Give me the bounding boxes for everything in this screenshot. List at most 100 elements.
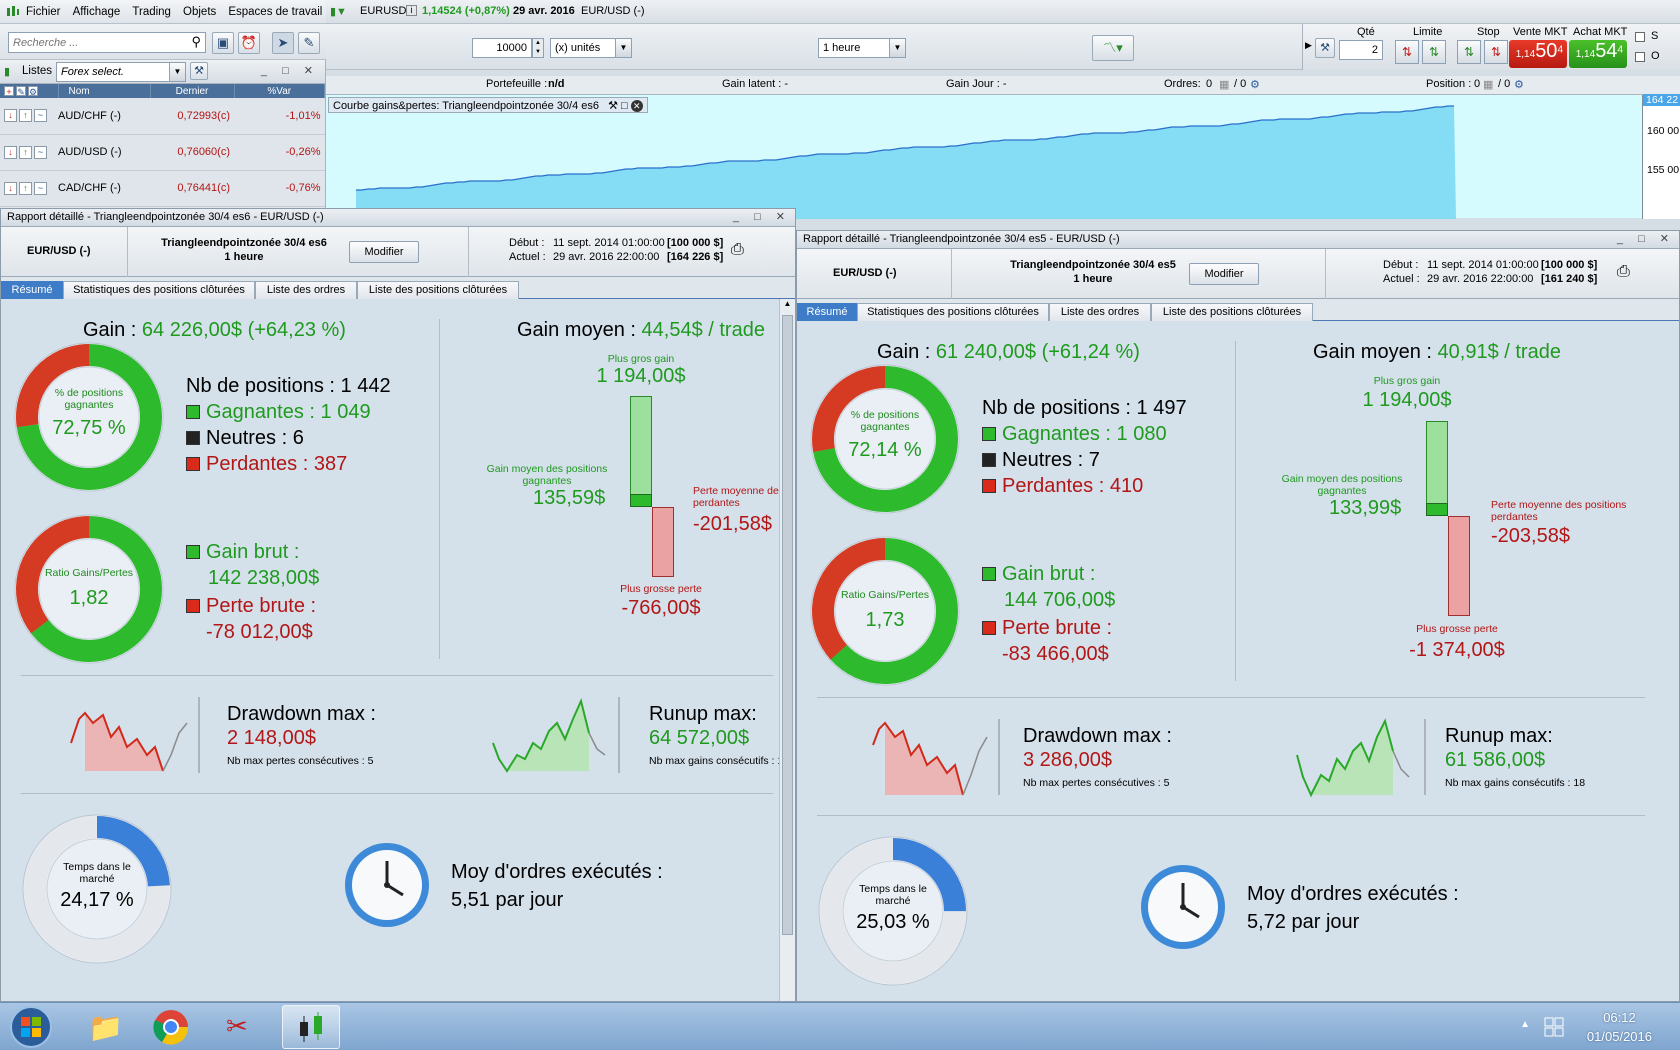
ordres-settings-icon[interactable]: ⚙ [1250, 79, 1260, 91]
neutres-value: Neutres : 6 [206, 427, 304, 449]
sell-icon[interactable]: ↓ [4, 109, 17, 123]
tab-liste-ordres[interactable]: Liste des ordres [1049, 303, 1151, 321]
ruler-tool-icon[interactable]: ✎ [298, 32, 320, 54]
sell-icon[interactable]: ↓ [4, 181, 17, 195]
table-row[interactable]: ↓ ↑ ~ CAD/CHF (-) 0,76441(c) -0,76% [0, 170, 325, 207]
window-controls[interactable]: _ □ ✕ [260, 65, 319, 77]
chart-icon[interactable]: ~ [34, 181, 47, 195]
timeframe-select[interactable]: 1 heure ▼ [818, 38, 906, 58]
sell-mkt-button[interactable]: 1,14504 [1509, 40, 1567, 68]
quantity-input[interactable]: 10000 [472, 38, 532, 58]
table-row[interactable]: ↓ ↑ ~ AUD/USD (-) 0,76060(c) -0,26% [0, 134, 325, 171]
sell-icon[interactable]: ↓ [4, 145, 17, 159]
menu-trading[interactable]: Trading [132, 6, 171, 18]
column-nom[interactable]: Nom [58, 84, 151, 98]
chart-icon[interactable]: ~ [34, 109, 47, 123]
taskbar-snipping[interactable]: ✂ [212, 1005, 270, 1049]
stop-buy-button[interactable]: ⇅ [1457, 40, 1481, 64]
scroll-thumb[interactable] [782, 315, 793, 935]
quantity-stepper[interactable]: ▲ ▼ [532, 38, 544, 58]
quotes-tools-header[interactable]: + ✎ ⚙ [0, 84, 59, 98]
price-axis[interactable]: 164 22 160 00 155 00 [1642, 94, 1680, 219]
print-icon[interactable]: ⎙ [731, 241, 744, 258]
column-dernier[interactable]: Dernier [150, 84, 235, 98]
system-clock[interactable]: 06:12 01/05/2016 [1587, 1008, 1652, 1046]
limit-buy-button[interactable]: ⇅ [1422, 40, 1446, 64]
limit-sell-button[interactable]: ⇅ [1395, 40, 1419, 64]
chart-type-icon[interactable]: 〽▾ [1092, 35, 1134, 61]
screener-icon[interactable]: ▣ [212, 32, 234, 54]
buy-icon[interactable]: ↑ [19, 181, 32, 195]
position-details-icon[interactable]: ▦ [1483, 79, 1494, 91]
ordres-details-icon[interactable]: ▦ [1219, 79, 1230, 91]
tab-liste-ordres[interactable]: Liste des ordres [255, 281, 357, 299]
table-row[interactable]: ↓ ↑ ~ AUD/CHF (-) 0,72993(c) -1,01% [0, 98, 325, 135]
moy-ordres-value: 5,51 par jour [451, 889, 564, 911]
o-label: O [1651, 50, 1660, 62]
taskbar-prorealtime[interactable] [282, 1005, 340, 1049]
pct-label: % de positions gagnantes [13, 387, 165, 411]
pointer-tool-icon[interactable]: ➤ [272, 32, 294, 54]
tray-arrow-icon[interactable]: ▲ [1520, 1019, 1530, 1030]
wrench-icon[interactable]: ⚒ [1315, 38, 1335, 58]
maximize-icon[interactable]: □ [621, 100, 628, 112]
buy-icon[interactable]: ↑ [19, 145, 32, 159]
o-checkbox[interactable] [1635, 52, 1645, 62]
print-icon[interactable]: ⎙ [1617, 263, 1630, 280]
menu-objets[interactable]: Objets [183, 6, 217, 18]
order-panel-arrow-icon[interactable]: ▶ [1305, 40, 1312, 50]
search-icon[interactable]: ⚲ [191, 34, 201, 49]
alarm-icon[interactable]: ⏰ [238, 32, 260, 54]
plus-grosse-perte-label: Plus grosse perte [620, 583, 702, 595]
instrument-ticker[interactable]: EURUSD [360, 5, 407, 17]
instrument-menu-icon[interactable]: ▮▼ [330, 6, 347, 18]
scroll-up-icon[interactable]: ▲ [783, 299, 792, 308]
modify-button[interactable]: Modifier [1189, 263, 1259, 285]
clock-icon [1141, 865, 1225, 949]
ratio-label: Ratio Gains/Pertes [840, 589, 930, 601]
tab-statistiques[interactable]: Statistiques des positions clôturées [857, 303, 1049, 321]
buy-icon[interactable]: ↑ [19, 109, 32, 123]
menu-espaces-de-travail[interactable]: Espaces de travail [228, 6, 323, 18]
tab-resume[interactable]: Résumé [797, 303, 857, 321]
wrench-icon[interactable]: ⚒ [190, 62, 208, 80]
qte-input[interactable]: 2 [1339, 40, 1383, 60]
max-loss-bar [652, 507, 674, 577]
s-checkbox[interactable] [1635, 32, 1645, 42]
taskbar-explorer[interactable]: 📁 [74, 1005, 132, 1049]
list-select[interactable]: Forex select. ▼ [56, 62, 186, 82]
window-controls[interactable]: _ □ ✕ [1616, 233, 1675, 245]
max-gain-bar [630, 396, 652, 506]
tab-statistiques[interactable]: Statistiques des positions clôturées [63, 281, 255, 299]
modify-button[interactable]: Modifier [349, 241, 419, 263]
gain-value: 64 226,00$ (+64,23 %) [141, 319, 346, 341]
action-center-icon[interactable] [1544, 1017, 1564, 1037]
tab-resume[interactable]: Résumé [1, 281, 63, 299]
menu-fichier[interactable]: Fichier [26, 6, 61, 18]
buy-mkt-button[interactable]: 1,14544 [1569, 40, 1627, 68]
column-var[interactable]: %Var [234, 84, 325, 98]
wrench-icon[interactable]: ⚒ [608, 100, 618, 112]
window-controls[interactable]: _ □ ✕ [732, 211, 791, 223]
gain-brut-label-text: Gain brut : [206, 541, 300, 563]
close-icon[interactable]: ✕ [630, 100, 643, 112]
pct-value: 72,14 % [848, 439, 922, 461]
stop-sell-button[interactable]: ⇅ [1484, 40, 1508, 64]
taskbar-chrome[interactable] [142, 1005, 200, 1049]
tab-liste-positions[interactable]: Liste des positions clôturées [1151, 303, 1313, 321]
units-select[interactable]: (x) unités ▼ [550, 38, 632, 58]
search-input[interactable] [9, 33, 179, 52]
tab-liste-positions[interactable]: Liste des positions clôturées [357, 281, 519, 299]
report-scrollbar[interactable]: ▲ [779, 299, 795, 1001]
row-name: CAD/CHF (-) [58, 170, 150, 207]
plus-grosse-perte: -766,00$ [621, 597, 701, 619]
position-settings-icon[interactable]: ⚙ [1514, 79, 1524, 91]
nb-positions: Nb de positions : 1 497 [982, 397, 1187, 419]
chart-icon[interactable]: ~ [34, 145, 47, 159]
gain-latent: Gain latent : - [722, 78, 789, 90]
info-icon[interactable]: i [406, 5, 417, 16]
donut-center [38, 538, 140, 640]
start-button-icon[interactable] [8, 1004, 54, 1050]
menu-affichage[interactable]: Affichage [72, 6, 121, 18]
clock-date: 01/05/2016 [1586, 1029, 1652, 1044]
